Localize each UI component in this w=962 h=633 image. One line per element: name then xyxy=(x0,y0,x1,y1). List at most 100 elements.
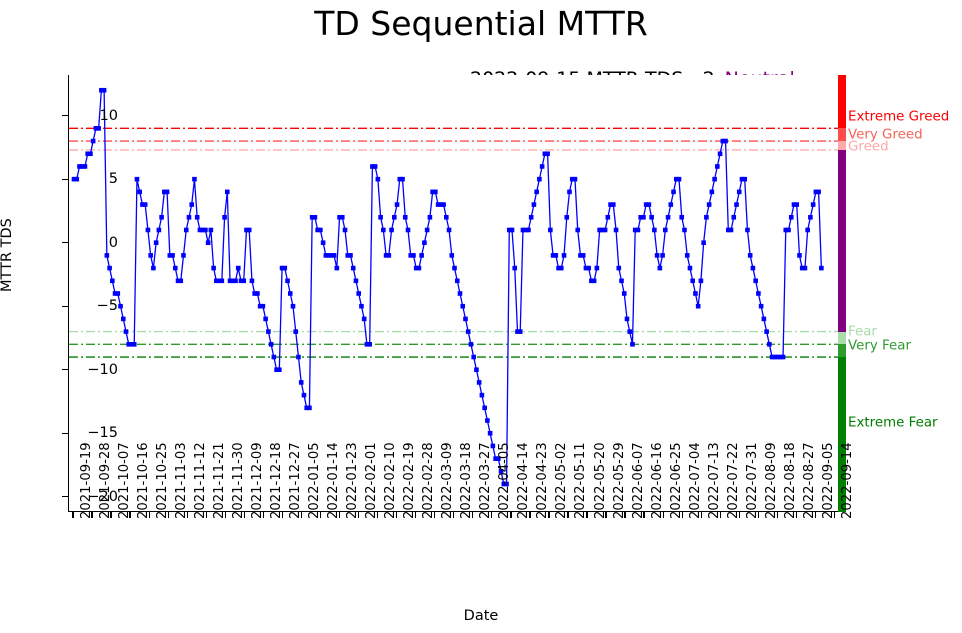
series-marker xyxy=(594,265,600,271)
x-axis-tick xyxy=(453,512,455,518)
series-marker xyxy=(266,329,271,334)
series-marker xyxy=(90,138,96,144)
x-axis-tick xyxy=(643,512,645,518)
series-marker xyxy=(682,227,687,233)
neutral-band xyxy=(838,149,846,332)
series-marker xyxy=(427,214,433,220)
series-marker xyxy=(731,214,737,220)
x-axis-tick-label: 2022-07-22 xyxy=(725,442,741,519)
series-marker xyxy=(329,253,334,258)
series-marker xyxy=(115,291,121,296)
series-marker xyxy=(134,176,140,182)
series-marker xyxy=(635,227,641,233)
series-marker xyxy=(690,278,695,284)
series-marker xyxy=(537,176,542,182)
series-marker xyxy=(71,176,77,182)
x-axis-tick xyxy=(319,512,322,518)
series-marker xyxy=(460,303,466,309)
series-marker xyxy=(734,202,739,207)
series-marker xyxy=(786,227,791,233)
x-axis-tick xyxy=(586,512,588,518)
series-marker xyxy=(287,291,293,296)
series-marker xyxy=(79,164,85,169)
x-axis-tick xyxy=(681,512,683,518)
series-marker xyxy=(671,189,676,195)
y-axis-tick-label: −15 xyxy=(87,425,118,442)
series-marker xyxy=(520,227,526,233)
series-marker xyxy=(474,367,479,373)
series-marker xyxy=(471,354,476,360)
x-axis-tick xyxy=(605,512,607,518)
series-marker xyxy=(788,214,794,220)
series-marker xyxy=(323,253,329,258)
x-axis-tick xyxy=(243,512,245,518)
series-marker xyxy=(457,291,463,296)
series-marker xyxy=(331,253,337,258)
x-axis-tick-label: 2022-04-14 xyxy=(516,442,532,519)
series-marker xyxy=(454,278,460,284)
series-marker xyxy=(673,176,679,182)
series-marker xyxy=(402,214,408,220)
series-marker xyxy=(334,265,340,271)
series-marker xyxy=(684,253,690,258)
x-axis-tick xyxy=(719,512,721,518)
series-marker xyxy=(252,291,257,296)
series-marker xyxy=(791,202,797,207)
x-axis-tick xyxy=(624,512,626,518)
x-axis-tick xyxy=(548,512,550,518)
x-axis-tick-label: 2022-02-10 xyxy=(383,442,399,519)
x-axis-tick-label: 2022-04-05 xyxy=(497,442,513,519)
x-axis-tick xyxy=(224,512,226,518)
series-marker xyxy=(246,227,252,233)
series-marker xyxy=(214,278,219,284)
series-marker xyxy=(378,214,383,220)
x-axis-tick xyxy=(415,512,417,518)
series-marker xyxy=(591,278,597,284)
x-axis-tick-label: 2022-07-04 xyxy=(687,442,703,519)
series-marker xyxy=(512,265,518,271)
series-marker xyxy=(167,253,173,258)
x-axis-tick-label: 2021-11-12 xyxy=(192,442,208,519)
series-marker xyxy=(780,354,786,360)
x-axis-tick-label: 2022-08-27 xyxy=(801,442,817,519)
x-axis-tick xyxy=(357,512,360,518)
y-axis-title: MTTR TDS xyxy=(0,218,15,292)
series-marker xyxy=(736,189,742,195)
series-marker xyxy=(233,278,238,284)
series-marker xyxy=(750,265,756,271)
plot-area xyxy=(68,75,841,512)
series-marker xyxy=(509,227,515,233)
series-marker xyxy=(241,278,247,284)
series-marker xyxy=(400,176,405,182)
series-marker xyxy=(318,227,323,233)
x-axis-tick xyxy=(72,512,74,518)
series-marker xyxy=(558,265,564,271)
x-axis-tick-label: 2022-05-11 xyxy=(573,442,589,519)
x-axis-tick xyxy=(491,512,493,518)
series-marker xyxy=(819,265,824,271)
series-marker xyxy=(501,481,507,487)
x-axis-tick xyxy=(567,512,569,518)
series-marker xyxy=(159,214,164,220)
series-marker xyxy=(704,214,709,220)
series-marker xyxy=(539,164,545,169)
y-axis-tick-label: 0 xyxy=(108,234,118,251)
x-axis-tick-label: 2022-06-16 xyxy=(649,442,665,519)
series-marker xyxy=(709,189,715,195)
series-marker xyxy=(561,253,567,258)
series-marker xyxy=(413,265,419,271)
x-axis-tick xyxy=(795,512,798,518)
very-fear-band xyxy=(838,344,846,358)
series-marker xyxy=(370,164,375,169)
series-marker xyxy=(203,227,208,233)
series-marker xyxy=(153,240,159,245)
x-axis-tick xyxy=(376,512,379,518)
series-marker xyxy=(394,202,400,207)
series-marker xyxy=(397,176,403,182)
x-axis-tick xyxy=(110,512,112,518)
series-marker xyxy=(277,367,282,373)
series-marker xyxy=(383,253,389,258)
y-axis-tick xyxy=(62,369,68,371)
series-marker xyxy=(643,202,649,207)
series-marker xyxy=(816,189,821,195)
